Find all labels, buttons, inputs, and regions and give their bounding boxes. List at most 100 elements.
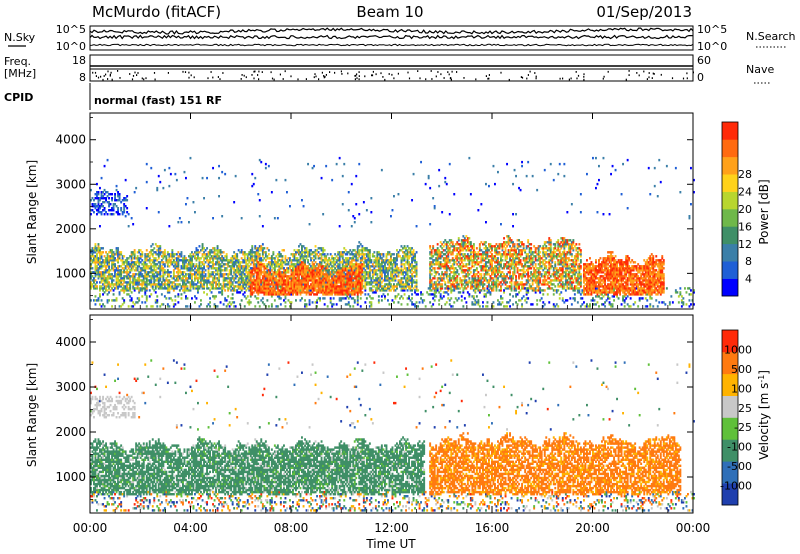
heatmap-cell — [286, 191, 288, 194]
heatmap-cell — [290, 285, 293, 288]
heatmap-cell — [283, 249, 285, 252]
heatmap-cell — [379, 267, 382, 270]
heatmap-cell — [91, 267, 94, 270]
heatmap-cell — [463, 257, 466, 260]
heatmap-cell — [206, 283, 209, 286]
heatmap-cell — [245, 263, 248, 266]
heatmap-cell — [380, 273, 383, 276]
heatmap-cell — [385, 287, 388, 290]
heatmap-cell — [203, 277, 206, 280]
heatmap-cell — [290, 277, 293, 280]
heatmap-cell — [132, 263, 135, 266]
heatmap-cell — [489, 245, 492, 248]
heatmap-cell — [270, 263, 273, 266]
heatmap-cell — [289, 265, 291, 268]
heatmap-cell — [230, 285, 233, 288]
heatmap-cell — [162, 267, 165, 270]
heatmap-cell — [439, 285, 442, 288]
heatmap-cell — [310, 289, 313, 292]
heatmap-cell — [399, 281, 401, 284]
heatmap-cell — [236, 253, 239, 256]
heatmap-cell — [483, 265, 486, 268]
heatmap-cell — [308, 251, 311, 254]
heatmap-cell — [409, 289, 412, 292]
heatmap-cell — [135, 281, 138, 284]
heatmap-cell — [117, 199, 120, 202]
heatmap-cell — [209, 253, 212, 256]
heatmap-cell — [436, 289, 439, 292]
heatmap-cell — [430, 261, 433, 264]
heatmap-cell — [213, 251, 216, 254]
heatmap-cell — [257, 249, 260, 252]
heatmap-cell — [105, 197, 108, 200]
heatmap-cell — [409, 269, 412, 272]
heatmap-cell — [99, 211, 101, 214]
heatmap-cell — [474, 273, 477, 276]
heatmap-cell — [379, 275, 382, 278]
heatmap-cell — [102, 287, 105, 290]
heatmap-cell — [133, 257, 136, 260]
heatmap-cell — [121, 263, 124, 266]
heatmap-cell — [150, 283, 153, 286]
heatmap-cell — [439, 293, 442, 296]
heatmap-cell — [365, 249, 368, 252]
heatmap-cell — [160, 255, 163, 258]
heatmap-cell — [320, 277, 323, 280]
heatmap-cell — [420, 293, 423, 296]
heatmap-cell — [371, 297, 374, 300]
heatmap-cell — [91, 261, 94, 264]
heatmap-cell — [292, 283, 294, 286]
nave-dot — [384, 78, 386, 81]
heatmap-cell — [429, 271, 432, 274]
heatmap-cell — [377, 265, 380, 268]
heatmap-cell — [430, 269, 433, 272]
heatmap-cell — [447, 257, 450, 260]
heatmap-cell — [292, 267, 294, 270]
heatmap-cell — [334, 291, 337, 294]
heatmap-cell — [191, 285, 193, 288]
heatmap-cell — [178, 253, 181, 256]
heatmap-cell — [322, 281, 325, 284]
heatmap-cell — [390, 273, 392, 276]
heatmap-cell — [264, 273, 267, 276]
heatmap-cell — [391, 279, 394, 282]
heatmap-cell — [320, 273, 323, 276]
heatmap-cell — [316, 279, 319, 282]
heatmap-cell — [201, 275, 204, 278]
heatmap-cell — [359, 297, 362, 300]
heatmap-cell — [486, 247, 489, 250]
heatmap-cell — [103, 197, 106, 200]
heatmap-cell — [429, 267, 432, 270]
heatmap-cell — [391, 263, 394, 266]
heatmap-cell — [308, 267, 311, 270]
heatmap-cell — [123, 263, 126, 266]
nave-dot — [450, 77, 452, 79]
heatmap-cell — [323, 249, 326, 252]
heatmap-cell — [474, 263, 477, 266]
heatmap-cell — [460, 253, 463, 256]
heatmap-cell — [135, 287, 138, 290]
heatmap-cell — [103, 285, 106, 288]
heatmap-cell — [198, 245, 201, 248]
heatmap-cell — [385, 267, 388, 270]
heatmap-cell — [349, 269, 352, 272]
heatmap-cell — [231, 261, 234, 264]
heatmap-cell — [254, 285, 257, 288]
heatmap-cell — [445, 255, 448, 258]
heatmap-cell — [314, 281, 317, 284]
heatmap-cell — [201, 249, 204, 252]
heatmap-cell — [361, 263, 364, 266]
heatmap-cell — [109, 259, 112, 262]
heatmap-cell — [405, 247, 408, 250]
heatmap-cell — [279, 275, 282, 278]
heatmap-cell — [444, 259, 447, 262]
heatmap-cell — [94, 267, 97, 270]
heatmap-cell — [258, 158, 261, 162]
heatmap-cell — [198, 275, 201, 278]
heatmap-cell — [460, 271, 463, 274]
heatmap-cell — [127, 265, 130, 268]
heatmap-cell — [257, 289, 260, 292]
heatmap-cell — [257, 285, 260, 288]
heatmap-cell — [384, 271, 386, 274]
heatmap-cell — [231, 263, 234, 266]
